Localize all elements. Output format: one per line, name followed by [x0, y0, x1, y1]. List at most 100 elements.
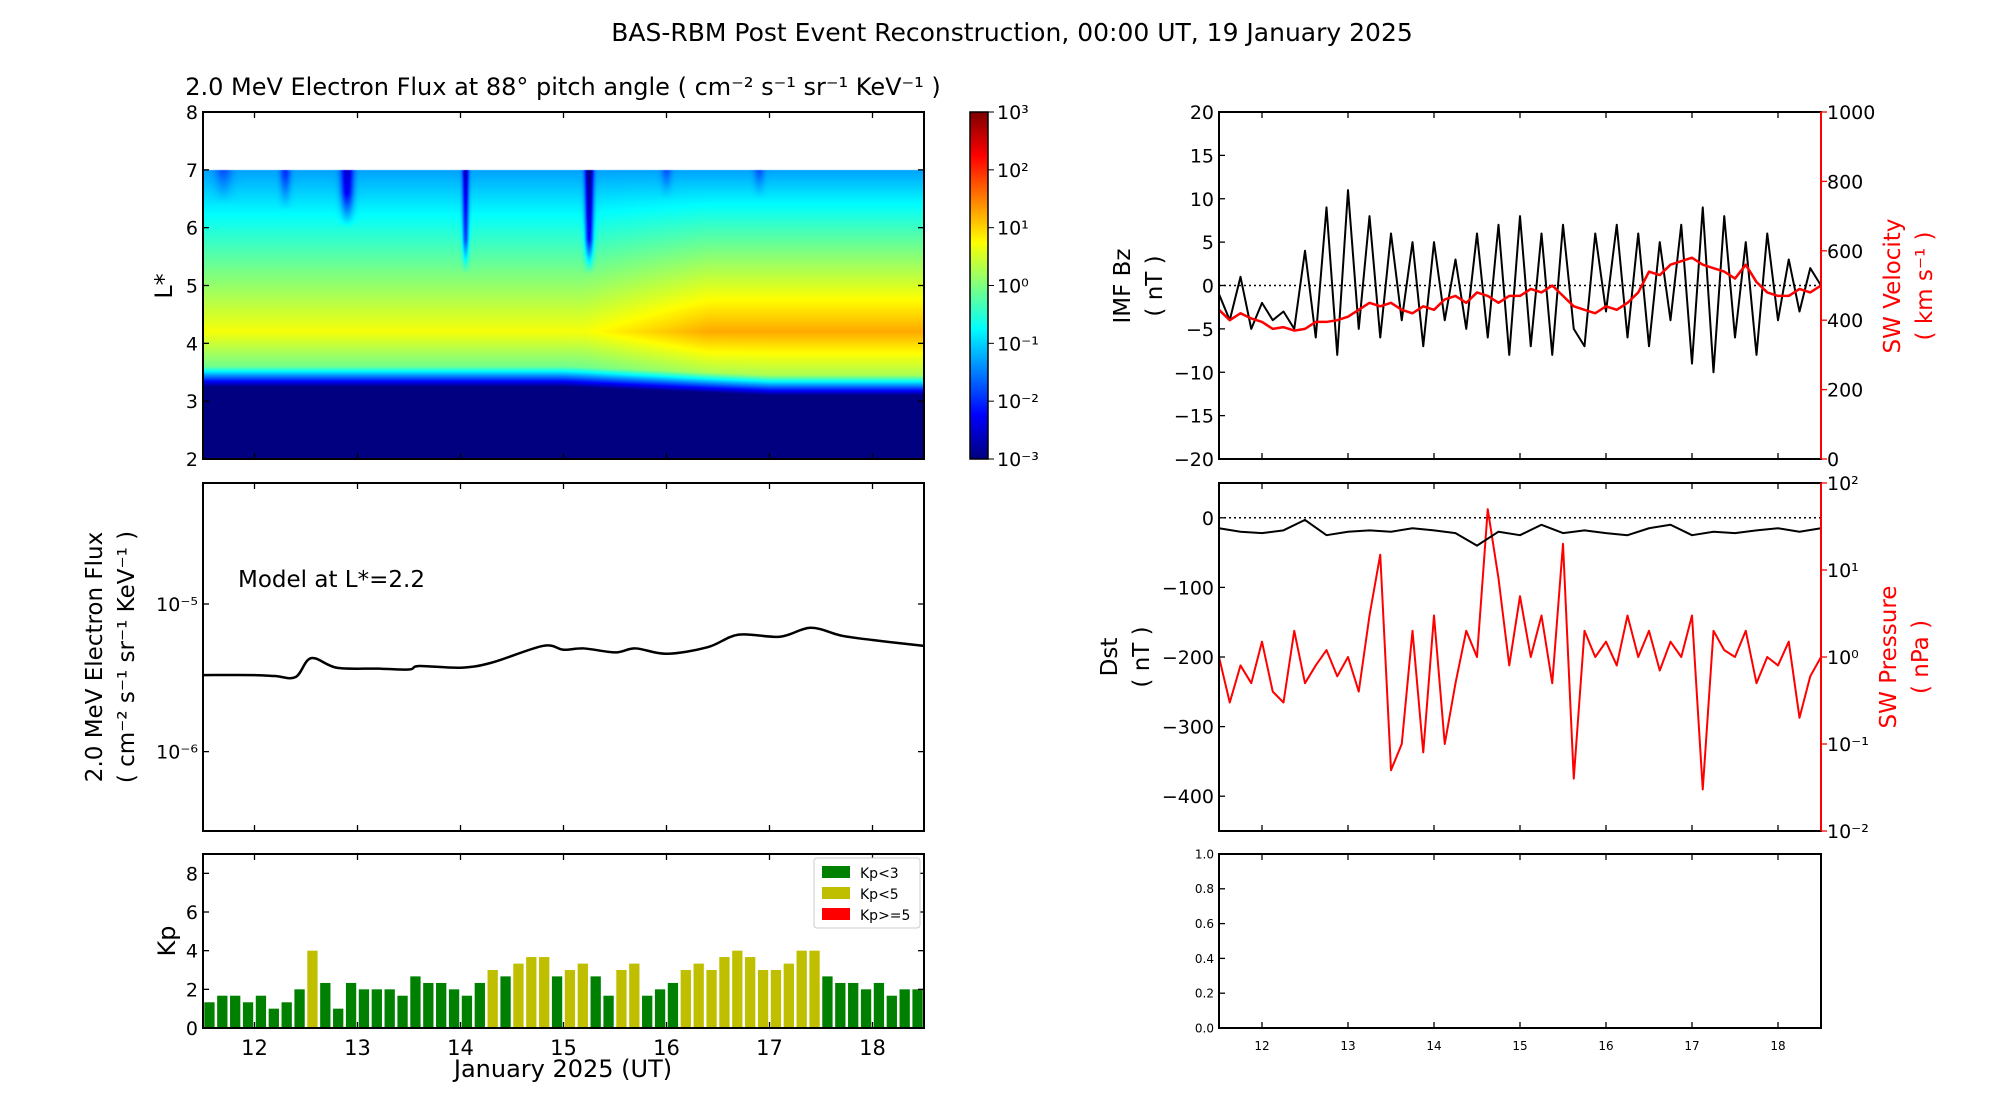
kp-bar — [345, 982, 357, 1028]
colorbar-tick-label: 10⁻¹ — [997, 333, 1039, 355]
kp-bar — [719, 957, 730, 1028]
bz-y-label: 10 — [1190, 189, 1214, 211]
colorbar-tick-label: 10⁰ — [997, 276, 1029, 298]
lstar-label: 8 — [186, 102, 198, 124]
colorbar — [970, 112, 988, 459]
kp-bar — [809, 950, 820, 1028]
legend-label: Kp>=5 — [860, 908, 910, 924]
flux-y-label: 10⁻⁶ — [156, 742, 198, 764]
kp-bar — [423, 982, 434, 1028]
kp-bar — [526, 957, 537, 1028]
pressure-y-label: 10⁰ — [1827, 647, 1859, 669]
colorbar-frame — [969, 111, 989, 460]
colorbar-tick-label: 10⁻² — [997, 391, 1039, 413]
kp-y-label: 8 — [186, 863, 198, 885]
pressure-line — [1218, 508, 1822, 791]
legend-swatch — [822, 887, 850, 899]
kp-legend: Kp<3 Kp<5 Kp>=5 — [813, 857, 921, 929]
bz-y-label: 15 — [1190, 145, 1214, 167]
x-tick-label: 18 — [1770, 1039, 1785, 1053]
dst-y-label: −300 — [1162, 717, 1214, 739]
kp-bar — [320, 982, 331, 1028]
kp-bar — [848, 982, 859, 1028]
kp-bar — [410, 976, 421, 1028]
legend-label: Kp<5 — [860, 887, 899, 903]
kp-bar — [333, 1008, 344, 1028]
kp-bar — [577, 963, 588, 1028]
flux-ylabel-2: ( cm⁻² s⁻¹ sr⁻¹ KeV⁻¹ ) — [114, 531, 140, 783]
kp-bar — [835, 982, 846, 1028]
lstar-label: 3 — [186, 391, 198, 413]
x-tick-label: 12 — [241, 1036, 268, 1060]
pressure-y-label: 10² — [1827, 473, 1859, 495]
lstar-label: 6 — [186, 218, 198, 240]
kp-bar — [822, 976, 833, 1028]
x-tick-label: 15 — [550, 1036, 577, 1060]
kp-y-label: 2 — [186, 979, 198, 1001]
lstar-label: 4 — [186, 333, 198, 355]
bz-y-label: −15 — [1174, 406, 1214, 428]
velocity-y-label: 1000 — [1827, 102, 1875, 124]
kp-bar — [281, 1002, 292, 1028]
x-tick-label: 17 — [756, 1036, 783, 1060]
kp-bar — [912, 989, 923, 1028]
velocity-y-label: 200 — [1827, 380, 1863, 402]
kp-bar — [551, 976, 563, 1028]
kp-bar — [204, 1002, 215, 1028]
kp-bar — [860, 989, 872, 1028]
colorbar-tick-label: 10⁻³ — [997, 449, 1039, 471]
pressure-y-label: 10¹ — [1827, 560, 1859, 582]
bz-y-label: 0 — [1202, 276, 1214, 298]
pressure-label-2: ( nPa ) — [1908, 620, 1934, 694]
empty-y-label: 0.4 — [1195, 952, 1214, 966]
x-tick-label: 13 — [1340, 1039, 1355, 1053]
kp-bar — [706, 970, 717, 1028]
x-tick-label: 14 — [1426, 1039, 1441, 1053]
kp-bar — [448, 989, 460, 1028]
flux-spectrogram — [203, 112, 924, 459]
kp-bar — [886, 995, 897, 1028]
kp-bar — [899, 989, 910, 1028]
dst-line — [1218, 518, 1822, 547]
bz-line — [1218, 189, 1822, 374]
bz-y-label: 20 — [1190, 102, 1214, 124]
flux-annotation: Model at L*=2.2 — [238, 567, 425, 593]
bz-y-label: −20 — [1174, 449, 1214, 471]
legend-swatch — [822, 908, 850, 920]
kp-bar — [667, 982, 679, 1028]
kp-bar — [796, 950, 807, 1028]
kp-bar — [500, 976, 511, 1028]
pressure-y-label: 10⁻¹ — [1827, 734, 1869, 756]
kp-bar — [873, 982, 885, 1028]
dst-y-label: −200 — [1162, 647, 1214, 669]
velocity-y-label: 600 — [1827, 241, 1863, 263]
x-tick-label: 13 — [344, 1036, 371, 1060]
lstar-label: 2 — [186, 449, 198, 471]
x-tick-label: 14 — [447, 1036, 474, 1060]
kp-label: Kp — [153, 926, 181, 957]
empty-y-label: 0.6 — [1195, 917, 1214, 931]
dst-y-label: 0 — [1202, 508, 1214, 530]
x-axis-label: January 2025 (UT) — [452, 1055, 672, 1083]
x-tick-label: 12 — [1254, 1039, 1269, 1053]
kp-bar — [783, 963, 794, 1028]
flux-y-label: 10⁻⁵ — [156, 594, 198, 616]
velocity-y-label: 800 — [1827, 171, 1863, 193]
colorbar-tick-label: 10¹ — [997, 218, 1029, 240]
kp-bar — [564, 970, 576, 1028]
x-tick-label: 18 — [859, 1036, 886, 1060]
flux-line — [202, 626, 925, 680]
kp-bar — [255, 995, 267, 1028]
kp-bar — [770, 970, 782, 1028]
lstar-label: 5 — [186, 276, 198, 298]
kp-bar — [474, 982, 485, 1028]
bz-label-1: IMF Bz — [1110, 248, 1136, 323]
x-tick-label: 15 — [1512, 1039, 1527, 1053]
empty-y-label: 0.0 — [1195, 1021, 1214, 1035]
kp-bar — [603, 995, 614, 1028]
kp-bar — [217, 995, 228, 1028]
dst-label-2: ( nT ) — [1129, 626, 1155, 687]
x-tick-label: 16 — [653, 1036, 680, 1060]
kp-bar — [513, 963, 524, 1028]
lstar-label: L* — [150, 273, 178, 298]
